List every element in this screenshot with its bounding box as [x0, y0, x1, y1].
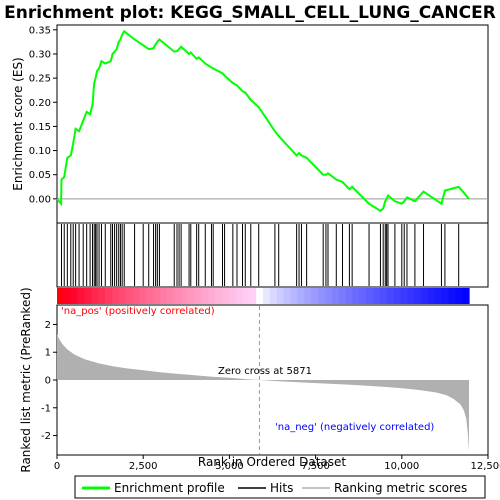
colorbar-segment	[372, 288, 381, 304]
colorbar-segment	[132, 288, 141, 304]
legend-metric-label: Ranking metric scores	[334, 481, 467, 495]
colorbar-segment	[263, 288, 271, 304]
metric-panel: 2 1 0 -1 -2 'na_pos' (positively correlated)…	[41, 304, 489, 456]
colorbar-segment	[338, 288, 347, 304]
colorbar-segment	[276, 288, 285, 304]
colorbar-segment	[317, 288, 326, 304]
metric-ytick-label: -2	[41, 431, 51, 442]
colorbar-segment	[160, 288, 168, 304]
colorbar-segment	[242, 288, 250, 304]
colorbar-segment	[125, 288, 134, 304]
colorbar-segment	[290, 288, 298, 304]
x-tick-label: 7,500	[301, 461, 330, 472]
chart-title: Enrichment plot: KEGG_SMALL_CELL_LUNG_CA…	[4, 3, 496, 23]
colorbar-segment	[455, 288, 463, 304]
colorbar-segment	[448, 288, 456, 304]
colorbar-segment	[146, 288, 154, 304]
pos-label: 'na_pos' (positively correlated)	[61, 306, 215, 317]
x-tick-label: 10,000	[384, 461, 419, 472]
colorbar-segment	[180, 288, 189, 304]
es-ytick-label: 0.30	[29, 49, 51, 60]
colorbar-segment	[201, 288, 209, 304]
colorbar-segment	[118, 288, 127, 304]
colorbar-segment	[407, 288, 415, 304]
es-ytick-label: 0.05	[29, 170, 51, 181]
colorbar-segment	[63, 288, 72, 304]
colorbar-segment	[153, 288, 161, 304]
colorbar-segment	[441, 288, 450, 304]
colorbar-segment	[311, 288, 319, 304]
legend-frame	[74, 475, 486, 499]
colorbar-segment	[366, 288, 374, 304]
colorbar-segment	[434, 288, 443, 304]
es-ytick-label: 0.20	[29, 98, 51, 109]
colorbar-segment	[214, 288, 223, 304]
es-panel: 0.00 0.05 0.10 0.15 0.20 0.25 0.30 0.35	[29, 24, 489, 224]
colorbar-segment	[194, 288, 202, 304]
colorbar-segment	[462, 288, 470, 304]
colorbar-segment	[208, 288, 216, 304]
es-ylabel: Enrichment score (ES)	[11, 57, 25, 190]
colorbar-segment	[359, 288, 367, 304]
colorbar-segment	[400, 288, 408, 304]
metric-ytick-label: -1	[41, 403, 51, 414]
colorbar-segment	[420, 288, 429, 304]
colorbar-segment	[256, 288, 264, 304]
colorbar-segment	[393, 288, 401, 304]
zero-cross-label: Zero cross at 5871	[218, 366, 312, 377]
metric-ytick-label: 0	[45, 376, 51, 387]
colorbar-segment	[98, 288, 106, 304]
colorbar-segment	[91, 288, 99, 304]
legend-hits-label: Hits	[270, 481, 293, 495]
colorbar-segment	[304, 288, 312, 304]
colorbar-segment	[166, 288, 175, 304]
colorbar-segment	[228, 288, 237, 304]
es-ytick-label: 0.00	[29, 194, 51, 205]
metric-ytick-label: 2	[45, 320, 51, 331]
colorbar-segment	[379, 288, 388, 304]
hits-panel-frame	[56, 222, 489, 288]
ranking-colorbar	[57, 288, 470, 304]
colorbar-segment	[269, 288, 278, 304]
colorbar-segment	[324, 288, 333, 304]
colorbar-segment	[187, 288, 195, 304]
colorbar-segment	[297, 288, 305, 304]
colorbar-segment	[427, 288, 436, 304]
hits-panel	[56, 222, 489, 288]
colorbar-segment	[173, 288, 182, 304]
colorbar-segment	[77, 288, 86, 304]
colorbar-segment	[105, 288, 113, 304]
colorbar-segment	[283, 288, 292, 304]
colorbar-segment	[345, 288, 353, 304]
metric-ylabel: Ranked list metric (PreRanked)	[19, 287, 33, 472]
colorbar-segment	[414, 288, 422, 304]
x-axis-label: Rank in Ordered Dataset	[198, 455, 346, 469]
colorbar-segment	[57, 288, 65, 304]
colorbar-segment	[70, 288, 79, 304]
es-ytick-label: 0.35	[29, 25, 51, 36]
colorbar-segment	[221, 288, 230, 304]
colorbar-segment	[249, 288, 257, 304]
x-tick-label: 5,000	[215, 461, 244, 472]
legend-es-label: Enrichment profile	[114, 481, 225, 495]
colorbar-segment	[111, 288, 120, 304]
x-tick-label: 0	[54, 461, 60, 472]
es-ytick-label: 0.15	[29, 122, 51, 133]
es-ytick-label: 0.10	[29, 146, 51, 157]
colorbar-segment	[84, 288, 92, 304]
colorbar-segment	[235, 288, 244, 304]
x-tick-label: 2,500	[129, 461, 158, 472]
es-panel-frame	[56, 24, 489, 224]
es-line	[56, 29, 470, 213]
colorbar-segment	[331, 288, 340, 304]
es-ytick-label: 0.25	[29, 74, 51, 85]
colorbar-segment	[139, 288, 147, 304]
colorbar-segment	[386, 288, 395, 304]
colorbar-segment	[352, 288, 360, 304]
metric-ytick-label: 1	[45, 348, 51, 359]
legend: Enrichment profile Hits Ranking metric s…	[74, 475, 486, 499]
neg-label: 'na_neg' (negatively correlated)	[275, 422, 434, 433]
x-tick-label: 12,500	[471, 461, 500, 472]
